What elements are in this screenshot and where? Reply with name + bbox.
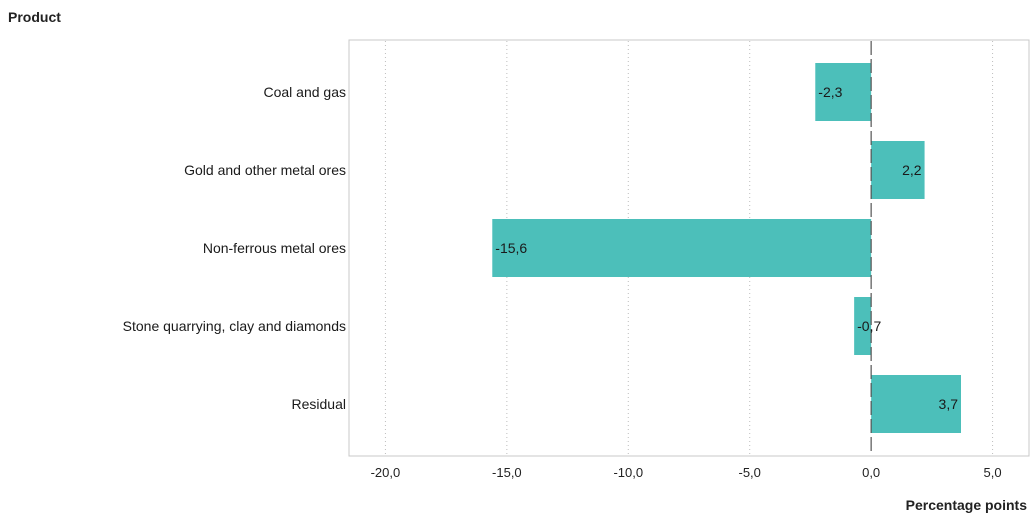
data-label: -2,3	[818, 84, 842, 100]
plot-area-frame	[348, 39, 1030, 457]
bar	[871, 141, 925, 199]
bars	[492, 63, 961, 433]
data-label: 3,7	[939, 396, 959, 412]
x-axis-title: Percentage points	[906, 497, 1028, 513]
x-tick-label: 5,0	[984, 465, 1002, 480]
data-labels: -2,3 2,2 -15,6 -0,7 3,7	[495, 84, 958, 412]
x-tick-label: -20,0	[371, 465, 401, 480]
data-label: -15,6	[495, 240, 527, 256]
category-label: Non-ferrous metal ores	[203, 240, 346, 256]
y-axis-title: Product	[8, 9, 61, 25]
x-tick-label: -15,0	[492, 465, 522, 480]
data-label: 2,2	[902, 162, 922, 178]
x-tick-label: -10,0	[613, 465, 643, 480]
x-tick-labels: -20,0 -15,0 -10,0 -5,0 0,0 5,0	[371, 465, 1002, 480]
category-label: Residual	[292, 396, 346, 412]
bar	[492, 219, 872, 277]
category-labels: Coal and gas Gold and other metal ores Non…	[123, 84, 346, 412]
bar	[815, 63, 872, 121]
data-label: -0,7	[857, 318, 881, 334]
gridlines	[384, 41, 994, 455]
category-label: Coal and gas	[263, 84, 346, 100]
x-tick-label: -5,0	[739, 465, 761, 480]
bar	[854, 297, 872, 355]
x-tick-label: 0,0	[862, 465, 880, 480]
category-label: Stone quarrying, clay and diamonds	[123, 318, 346, 334]
category-label: Gold and other metal ores	[184, 162, 346, 178]
bar	[871, 375, 961, 433]
